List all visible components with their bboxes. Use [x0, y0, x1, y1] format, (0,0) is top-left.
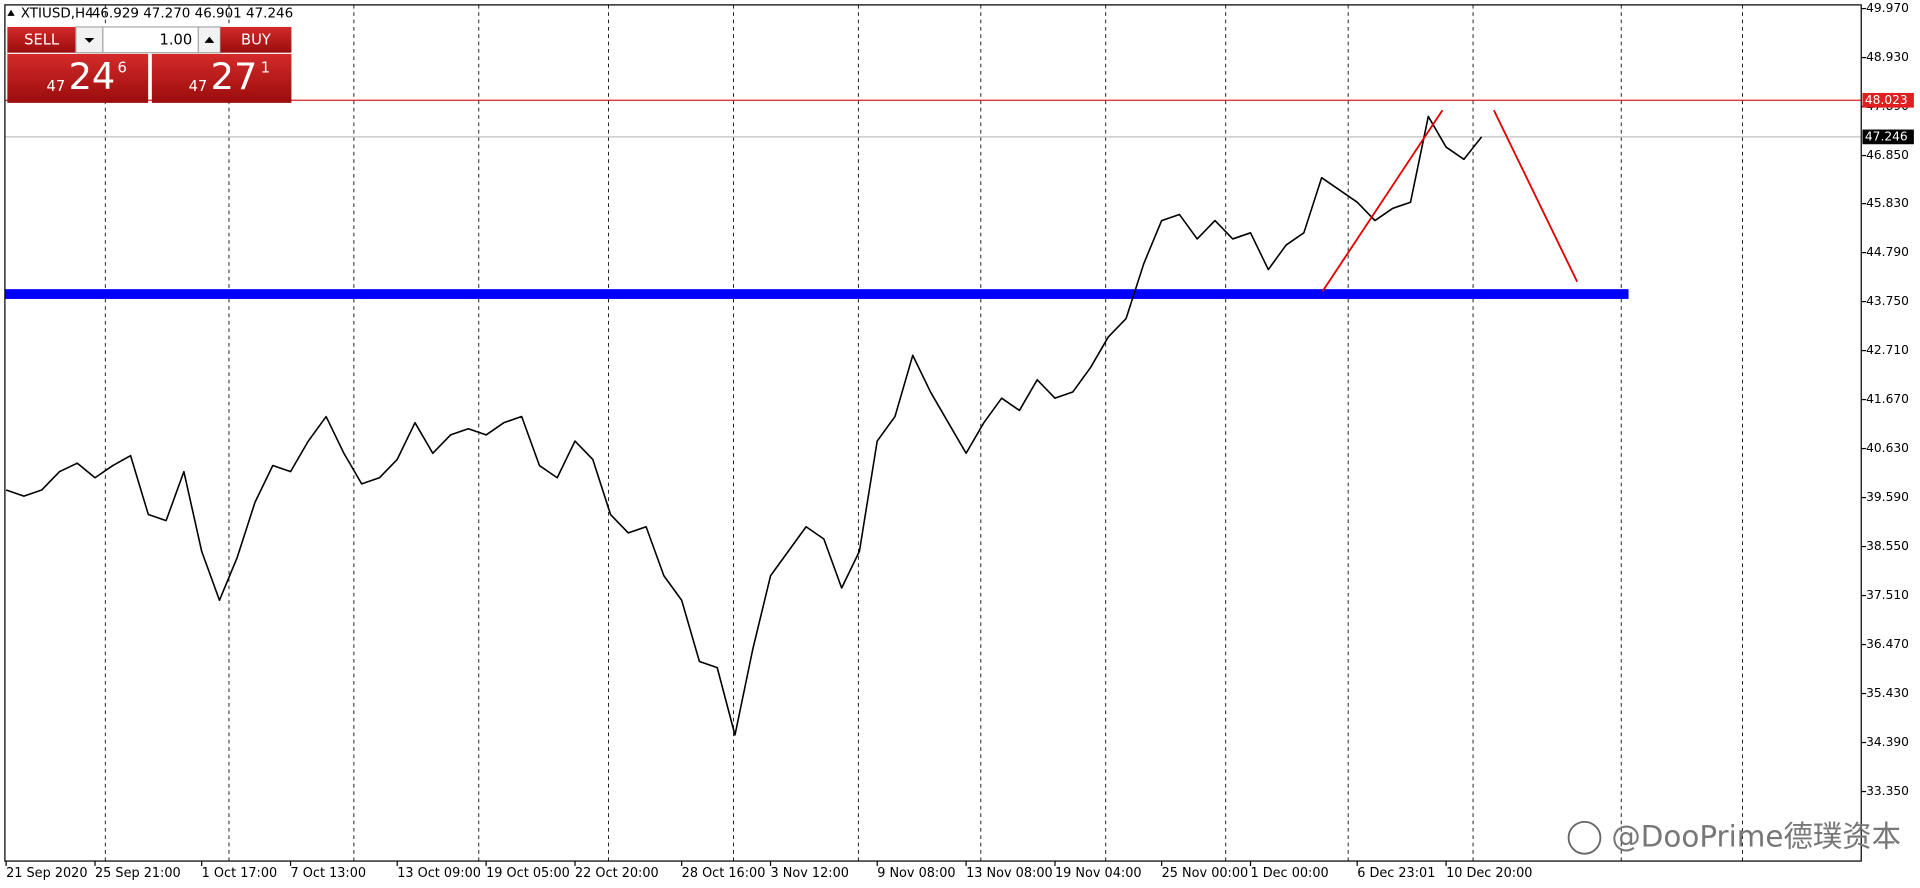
y-tick-label: 36.470	[1866, 637, 1909, 651]
x-tick-label: 9 Nov 08:00	[877, 866, 955, 881]
x-tick-label: 19 Nov 04:00	[1055, 866, 1142, 881]
x-tick-label: 1 Dec 00:00	[1251, 866, 1329, 881]
x-tick-label: 21 Sep 2020	[6, 866, 87, 881]
y-tick-label: 34.390	[1866, 735, 1909, 749]
y-tick-label: 48.930	[1866, 50, 1909, 64]
y-tick-label: 35.430	[1866, 686, 1909, 700]
alert-line-label: 48.023	[1865, 93, 1908, 107]
trend-line	[1321, 109, 1444, 293]
x-tick-label: 6 Dec 23:01	[1357, 866, 1435, 881]
buy-price-lead: 47	[189, 78, 208, 95]
y-tick-label: 43.750	[1866, 294, 1909, 308]
watermark-logo	[1567, 820, 1602, 855]
y-tick-label: 41.670	[1866, 392, 1909, 406]
trade-panel: SELL 1.00 BUY 47 24 6 47 27 1	[7, 26, 292, 103]
buy-label: BUY	[241, 31, 271, 48]
ohlc: 46.929 47.270 46.901 47.246	[92, 5, 293, 21]
x-tick-label: 19 Oct 05:00	[486, 866, 570, 881]
trend-line	[1493, 109, 1578, 283]
grid	[104, 4, 1743, 862]
x-tick-label: 1 Oct 17:00	[202, 866, 278, 881]
price-line	[5, 115, 1483, 736]
y-tick-label: 39.590	[1866, 490, 1909, 504]
support-zone	[4, 289, 1629, 299]
sell-label: SELL	[24, 31, 60, 48]
plot-frame	[4, 4, 1862, 862]
y-tick-label: 46.850	[1866, 148, 1909, 162]
buy-button[interactable]	[220, 26, 292, 53]
buy-price-box[interactable]	[151, 53, 292, 103]
buy-price-tail: 1	[261, 60, 270, 77]
y-tick-label: 40.630	[1866, 441, 1909, 455]
x-tick-label: 13 Oct 09:00	[397, 866, 481, 881]
x-tick-label: 25 Nov 00:00	[1162, 866, 1249, 881]
x-tick-label: 7 Oct 13:00	[291, 866, 367, 881]
sell-price-box[interactable]	[7, 53, 149, 103]
y-tick-label: 49.970	[1866, 1, 1909, 15]
x-tick-label: 28 Oct 16:00	[682, 866, 766, 881]
price-line-label: 47.246	[1865, 129, 1908, 143]
sell-button[interactable]	[7, 26, 76, 53]
sell-price-tail: 6	[118, 60, 127, 77]
collapse-icon[interactable]	[7, 9, 15, 16]
y-tick-label: 45.830	[1866, 196, 1909, 210]
sell-price-main: 24	[69, 55, 116, 98]
x-tick-label: 22 Oct 20:00	[575, 866, 659, 881]
symbol: XTIUSD,H4	[21, 5, 94, 21]
alert-line-box	[1862, 92, 1914, 108]
price-line-box	[1862, 129, 1914, 145]
sell-price-lead: 47	[47, 78, 66, 95]
up-arrow	[204, 36, 215, 43]
x-tick-label: 3 Nov 12:00	[771, 866, 849, 881]
buy-price-main: 27	[211, 55, 258, 98]
down-arrow	[84, 37, 95, 43]
x-tick-label: 25 Sep 21:00	[95, 866, 181, 881]
lots-input[interactable]	[102, 26, 199, 54]
plot	[4, 99, 1862, 736]
lots-value: 1.00	[160, 31, 193, 48]
watermark: @DooPrime德璞资本	[1611, 819, 1901, 853]
x-tick-label: 10 Dec 20:00	[1446, 866, 1532, 881]
y-tick-label: 33.350	[1866, 784, 1909, 798]
x-tick-label: 13 Nov 08:00	[966, 866, 1053, 881]
y-tick-label: 37.510	[1866, 588, 1909, 602]
y-tick-label: 38.550	[1866, 539, 1909, 553]
y-tick-label: 44.790	[1866, 245, 1909, 259]
y-tick-label: 42.710	[1866, 343, 1909, 357]
